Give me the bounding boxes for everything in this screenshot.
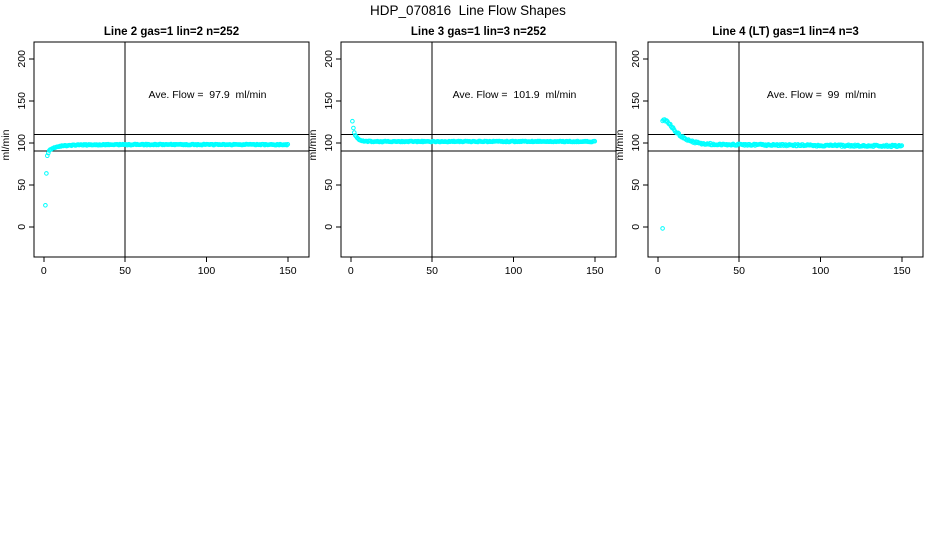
chart-main-title: HDP_070816 Line Flow Shapes — [370, 3, 566, 18]
y-tick-label: 200 — [16, 50, 28, 68]
y-tick-label: 150 — [16, 92, 28, 110]
ave-flow-annotation-line2: Ave. Flow = 97.9 ml/min — [148, 89, 267, 101]
y-tick-label: 50 — [630, 179, 642, 191]
data-points — [43, 141, 291, 208]
x-tick-label: 50 — [119, 265, 131, 277]
x-tick-label: 100 — [505, 265, 523, 277]
data-point — [592, 138, 598, 144]
x-tick-label: 100 — [812, 265, 830, 277]
data-point — [350, 118, 355, 124]
data-point — [676, 131, 682, 136]
data-point — [45, 153, 50, 158]
reference-lines — [648, 42, 923, 257]
reference-lines — [34, 42, 309, 257]
y-tick-label: 150 — [630, 92, 642, 110]
panel-title-line4: Line 4 (LT) gas=1 lin=4 n=3 — [712, 26, 859, 38]
axis-ticks — [336, 58, 596, 262]
axis-ticks — [643, 58, 903, 262]
data-point — [58, 144, 64, 149]
x-tick-label: 0 — [655, 265, 661, 277]
y-tick-label: 100 — [16, 134, 28, 152]
y-axis-label: ml/min — [307, 129, 319, 160]
y-axis-label: ml/min — [614, 129, 626, 160]
y-tick-label: 50 — [16, 179, 28, 191]
axis-ticks — [29, 58, 289, 262]
x-tick-label: 50 — [733, 265, 745, 277]
axis-tick-labels: 0 50 100 150 200 0 50 100 150 — [16, 50, 297, 277]
y-tick-label: 50 — [323, 179, 335, 191]
y-tick-label: 200 — [323, 50, 335, 68]
data-point — [44, 171, 49, 176]
panel-title-line2: Line 2 gas=1 lin=2 n=252 — [103, 26, 240, 38]
y-axis-label: ml/min — [0, 129, 12, 160]
data-point — [46, 150, 51, 156]
y-tick-label: 200 — [630, 50, 642, 68]
x-tick-label: 100 — [198, 265, 216, 277]
y-tick-label: 100 — [630, 134, 642, 152]
x-tick-label: 150 — [586, 265, 604, 277]
y-tick-label: 100 — [323, 134, 335, 152]
panel-3: 0 50 100 150 200 0 50 100 150 ml/min — [614, 41, 924, 277]
ave-flow-annotation-line3: Ave. Flow = 101.9 ml/min — [452, 89, 577, 101]
data-point — [285, 142, 291, 147]
reference-lines — [341, 42, 616, 257]
data-point — [284, 142, 290, 148]
axis-tick-labels: 0 50 100 150 200 0 50 100 150 — [630, 50, 911, 277]
x-tick-label: 0 — [41, 265, 47, 277]
data-point — [351, 125, 356, 131]
y-tick-label: 0 — [16, 224, 28, 230]
data-point — [668, 121, 673, 127]
y-tick-label: 150 — [323, 92, 335, 110]
y-tick-label: 0 — [630, 224, 642, 230]
ave-flow-annotation-line4: Ave. Flow = 99 ml/min — [766, 89, 877, 101]
axis-tick-labels: 0 50 100 150 200 0 50 100 150 — [323, 50, 604, 277]
plot-box — [340, 41, 617, 258]
panel-1: 0 50 100 150 200 0 50 100 150 ml/min — [0, 41, 310, 277]
x-tick-label: 50 — [426, 265, 438, 277]
x-tick-label: 0 — [348, 265, 354, 277]
outlier-point — [660, 226, 665, 231]
panel-2: 0 50 100 150 200 0 50 100 150 ml/min — [307, 41, 617, 277]
data-point — [899, 143, 905, 148]
x-tick-label: 150 — [279, 265, 297, 277]
data-point — [741, 142, 746, 147]
x-tick-label: 150 — [893, 265, 911, 277]
data-points — [350, 118, 598, 145]
panel-title-line3: Line 3 gas=1 lin=3 n=252 — [410, 26, 547, 38]
y-tick-label: 0 — [323, 224, 335, 230]
data-points — [660, 117, 905, 231]
plot-box — [33, 41, 310, 258]
data-point — [43, 203, 48, 208]
plot-box — [647, 41, 924, 258]
